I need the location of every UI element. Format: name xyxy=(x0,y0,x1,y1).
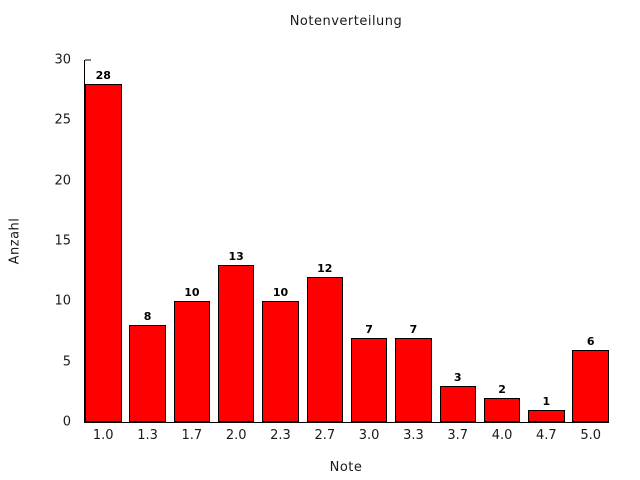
x-tick-label: 3.7 xyxy=(447,428,469,443)
bar xyxy=(483,398,521,422)
bar xyxy=(572,350,609,422)
bar-slot: 12 2.7 xyxy=(306,60,344,442)
plot-area: 0 5 10 15 20 25 30 28 1.0 8 1.3 10 1.7 13 2.0 10 2.3 12 2… xyxy=(54,53,609,442)
x-tick-label: 3.3 xyxy=(403,428,424,443)
bar xyxy=(395,338,432,422)
y-tick-label: 5 xyxy=(62,354,71,370)
x-tick-label: 5.0 xyxy=(580,428,602,443)
y-tick-label: 10 xyxy=(54,293,71,309)
x-tick-label: 3.0 xyxy=(358,428,380,443)
bar xyxy=(173,301,211,422)
bar-value-label: 10 xyxy=(184,286,200,299)
bar xyxy=(439,386,476,422)
bars-row: 28 1.0 8 1.3 10 1.7 13 2.0 10 2.3 12 2.7 7 3.0 7 3.3 3 3.… xyxy=(85,60,609,442)
bar xyxy=(350,338,388,422)
bar xyxy=(85,84,122,422)
x-tick-label: 1.0 xyxy=(92,428,114,443)
x-tick-label: 1.7 xyxy=(181,428,203,443)
bar xyxy=(528,410,565,422)
bar-slot: 1 4.7 xyxy=(528,60,565,442)
bar-slot: 10 1.7 xyxy=(173,60,211,442)
bar xyxy=(129,325,166,422)
bar xyxy=(306,277,344,422)
y-tick-mark xyxy=(85,421,91,423)
bar-slot: 6 5.0 xyxy=(572,60,609,442)
chart-title: Notenverteilung xyxy=(289,14,403,29)
y-tick-label: 25 xyxy=(54,112,71,128)
bar-value-label: 12 xyxy=(317,262,333,275)
bar-value-label: 2 xyxy=(498,383,506,396)
bar-slot: 7 3.3 xyxy=(395,60,432,442)
bar-value-label: 7 xyxy=(409,323,418,336)
x-tick-label: 4.7 xyxy=(536,428,557,443)
x-tick-label: 2.3 xyxy=(270,428,291,443)
bar-value-label: 3 xyxy=(453,371,462,384)
bar-slot: 3 3.7 xyxy=(439,60,476,442)
x-tick-label: 2.0 xyxy=(225,428,247,443)
bar-slot: 2 4.0 xyxy=(483,60,521,442)
y-tick-label: 20 xyxy=(54,173,71,189)
y-tick-mark xyxy=(85,59,91,61)
y-tick-label: 30 xyxy=(54,52,71,68)
bar-value-label: 1 xyxy=(542,395,551,408)
y-axis-label: Anzahl xyxy=(7,217,23,265)
x-tick-label: 1.3 xyxy=(137,428,158,443)
bar-value-label: 13 xyxy=(228,250,244,263)
bar-slot: 10 2.3 xyxy=(262,60,299,442)
bar-slot: 8 1.3 xyxy=(129,60,166,442)
bar-slot: 28 1.0 xyxy=(85,60,122,442)
y-tick-label: 0 xyxy=(62,414,71,430)
bar-value-label: 10 xyxy=(272,286,289,299)
bar-slot: 13 2.0 xyxy=(217,60,255,442)
bar-value-label: 28 xyxy=(95,69,111,82)
x-tick-label: 4.0 xyxy=(491,428,513,443)
bar xyxy=(217,265,255,422)
bar-slot: 7 3.0 xyxy=(350,60,388,442)
bar-value-label: 8 xyxy=(143,310,152,323)
bar-value-label: 6 xyxy=(586,335,595,348)
bar xyxy=(262,301,299,422)
bar-value-label: 7 xyxy=(365,323,373,336)
y-tick-label: 15 xyxy=(54,233,71,249)
x-tick-label: 2.7 xyxy=(314,428,336,443)
x-axis-label: Note xyxy=(329,460,363,475)
